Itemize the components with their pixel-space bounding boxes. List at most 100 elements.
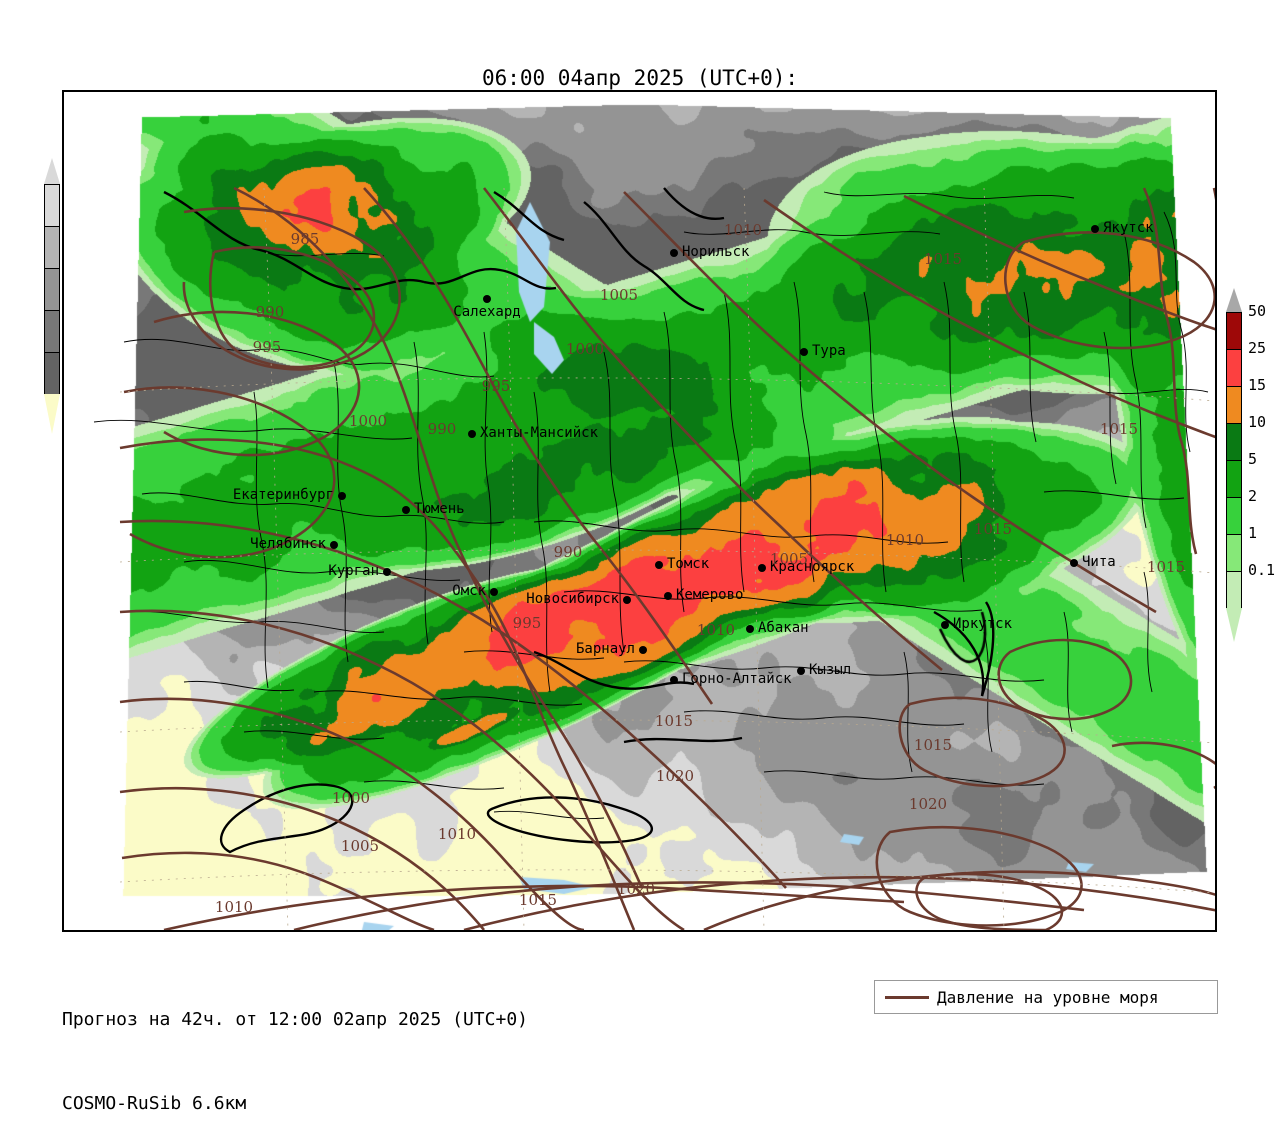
city-label: Курган — [328, 563, 379, 579]
city-label: Новосибирск — [526, 591, 619, 607]
cloud-cover-colorbar-gradient — [44, 158, 60, 434]
isobar-line — [898, 696, 1066, 788]
city-marker — [746, 625, 754, 633]
admin-border — [603, 351, 625, 653]
colorbar-segment — [44, 352, 60, 394]
country-border — [486, 796, 653, 844]
city-label: Томск — [667, 556, 710, 572]
city-marker — [623, 596, 631, 604]
city-marker — [797, 667, 805, 675]
isobar-label: 1010 — [696, 621, 736, 639]
city-marker — [1091, 225, 1099, 233]
map-vector-layer — [93, 186, 1215, 930]
city-label: Кызыл — [809, 662, 852, 678]
city-label: Салехард — [453, 304, 521, 320]
colorbar-tick: 0.1 — [1248, 561, 1276, 579]
colorbar-segment — [1226, 423, 1242, 460]
admin-border — [723, 291, 745, 593]
colorbar-tick: 2 — [1248, 487, 1258, 505]
city-marker — [800, 348, 808, 356]
admin-border — [1123, 231, 1147, 529]
isobar-label: 1010 — [723, 221, 763, 239]
city-marker — [338, 492, 346, 500]
isobar-line — [182, 207, 401, 371]
city-label: Ханты-Мансийск — [480, 425, 599, 441]
isobar-label: 1000 — [348, 412, 388, 430]
model-info-line: COSMO-RuSib 6.6км — [62, 1093, 247, 1114]
country-border — [423, 267, 557, 290]
city-label: Кемерово — [676, 587, 744, 603]
isobar-label: 995 — [252, 338, 282, 356]
isobar-line — [1142, 187, 1198, 555]
admin-border — [563, 590, 983, 612]
admin-border — [623, 660, 1045, 682]
title-line-1: 06:00 04апр 2025 (UTC+0): — [481, 66, 799, 90]
admin-border — [253, 391, 269, 689]
graticule-line — [743, 187, 765, 930]
country-border — [219, 783, 354, 854]
admin-border — [183, 680, 295, 692]
admin-border — [493, 810, 605, 820]
admin-border — [243, 730, 385, 740]
colorbar-top-tip — [1226, 288, 1242, 312]
isobar-label: 1010 — [437, 825, 477, 843]
admin-border — [683, 710, 965, 726]
city-label: Тюмень — [414, 501, 465, 517]
graticule-line — [503, 187, 525, 930]
city-label: Чита — [1082, 554, 1116, 570]
isobar-label: 1010 — [885, 531, 925, 549]
isobar-line — [997, 638, 1133, 721]
colorbar-segment — [1226, 312, 1242, 349]
city-marker — [330, 541, 338, 549]
colorbar-segment — [44, 268, 60, 310]
admin-border — [943, 281, 965, 583]
isobar-line — [903, 194, 1215, 331]
colorbar-segment — [1226, 571, 1242, 608]
precipitation-colorbar-gradient — [1226, 288, 1242, 642]
isobar-label: 1000 — [565, 340, 605, 358]
colorbar-tick: 25 — [1248, 339, 1267, 357]
city-label: Иркутск — [953, 616, 1013, 632]
city-marker — [670, 249, 678, 257]
colorbar-segment — [44, 226, 60, 268]
city-marker — [383, 568, 391, 576]
isobar-line — [153, 310, 361, 457]
admin-border — [533, 391, 551, 693]
isobar-line — [623, 191, 1157, 614]
isobar-label: 995 — [512, 614, 542, 632]
admin-border — [313, 690, 583, 706]
isobar-label: 1020 — [655, 767, 695, 785]
isobar-line — [1003, 231, 1215, 350]
isobar-label: 990 — [427, 420, 457, 438]
city-label: Горно-Алтайск — [682, 671, 792, 687]
city-marker — [670, 676, 678, 684]
city-label: Красноярск — [770, 559, 855, 575]
isobar-line — [119, 697, 585, 930]
admin-border — [763, 770, 1045, 786]
colorbar-segment — [1226, 349, 1242, 386]
admin-border — [983, 631, 993, 753]
city-marker — [490, 588, 498, 596]
admin-border — [1163, 211, 1191, 453]
colorbar-segment — [1226, 386, 1242, 423]
admin-border — [823, 191, 1075, 200]
admin-border — [1103, 331, 1117, 485]
city-marker — [655, 561, 663, 569]
city-label: Норильск — [682, 244, 750, 260]
isobar-line — [121, 851, 435, 930]
isobar-line — [119, 609, 685, 930]
isobar-label: 1015 — [518, 891, 558, 909]
isobar-line — [463, 875, 1215, 930]
isobar-line — [119, 519, 787, 889]
city-marker — [483, 295, 491, 303]
colorbar-segment — [44, 310, 60, 352]
city-label: Барнаул — [575, 641, 635, 657]
isobar-line — [119, 786, 486, 930]
isobar-line — [293, 881, 1085, 930]
isobar-label: 1020 — [616, 880, 656, 898]
admin-border — [363, 780, 505, 790]
weather-map[interactable]: Норильск Якутск Салехард Тура Ханты-Мансийск… — [62, 90, 1217, 932]
city-marker — [639, 646, 647, 654]
isobar-label: 1020 — [908, 795, 948, 813]
isobar-label: 1015 — [913, 736, 953, 754]
